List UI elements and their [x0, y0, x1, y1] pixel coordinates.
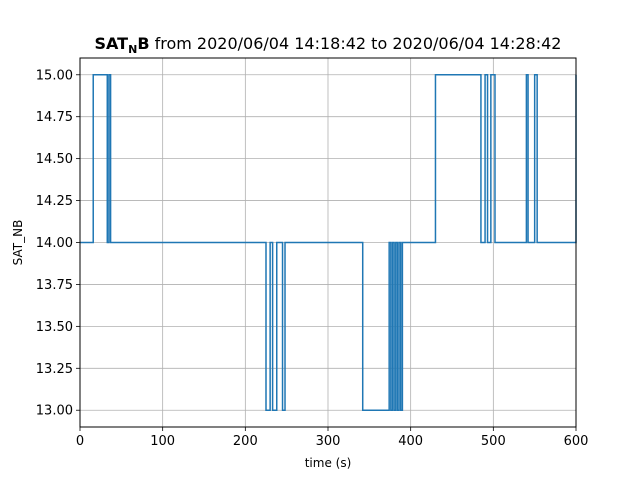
y-tick-label: 13.50	[36, 320, 73, 335]
y-tick-label: 14.25	[36, 194, 73, 209]
x-tick-label: 600	[564, 434, 589, 449]
x-axis-label: time (s)	[305, 456, 352, 470]
y-tick-label: 14.75	[36, 110, 73, 125]
y-axis-label: SAT_NB	[11, 220, 25, 266]
x-tick-label: 300	[316, 434, 341, 449]
y-tick-label: 15.00	[36, 68, 73, 83]
x-tick-label: 500	[481, 434, 506, 449]
chart-title: SATNB from 2020/06/04 14:18:42 to 2020/0…	[95, 34, 562, 56]
ticks: 0 100 200 300 400 500 600 13.00 13.25 13.50 13.75 1…	[36, 68, 589, 449]
x-tick-label: 200	[233, 434, 258, 449]
y-tick-label: 13.00	[36, 404, 73, 419]
chart-title-subscript: N	[128, 43, 137, 56]
x-tick-label: 100	[150, 434, 175, 449]
y-tick-label: 14.50	[36, 152, 73, 167]
y-tick-label: 14.00	[36, 236, 73, 251]
x-tick-label: 0	[76, 434, 84, 449]
chart-title-tail: B	[137, 34, 149, 53]
x-tick-label: 400	[398, 434, 423, 449]
series-line	[80, 74, 577, 411]
chart-title-main: SAT	[95, 34, 129, 53]
chart-title-time-range: from 2020/06/04 14:18:42 to 2020/06/04 1…	[150, 34, 562, 53]
y-tick-label: 13.25	[36, 362, 73, 377]
series-layer	[80, 74, 577, 411]
y-tick-label: 13.75	[36, 278, 73, 293]
